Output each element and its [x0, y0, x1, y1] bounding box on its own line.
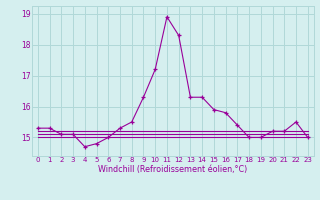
X-axis label: Windchill (Refroidissement éolien,°C): Windchill (Refroidissement éolien,°C): [98, 165, 247, 174]
